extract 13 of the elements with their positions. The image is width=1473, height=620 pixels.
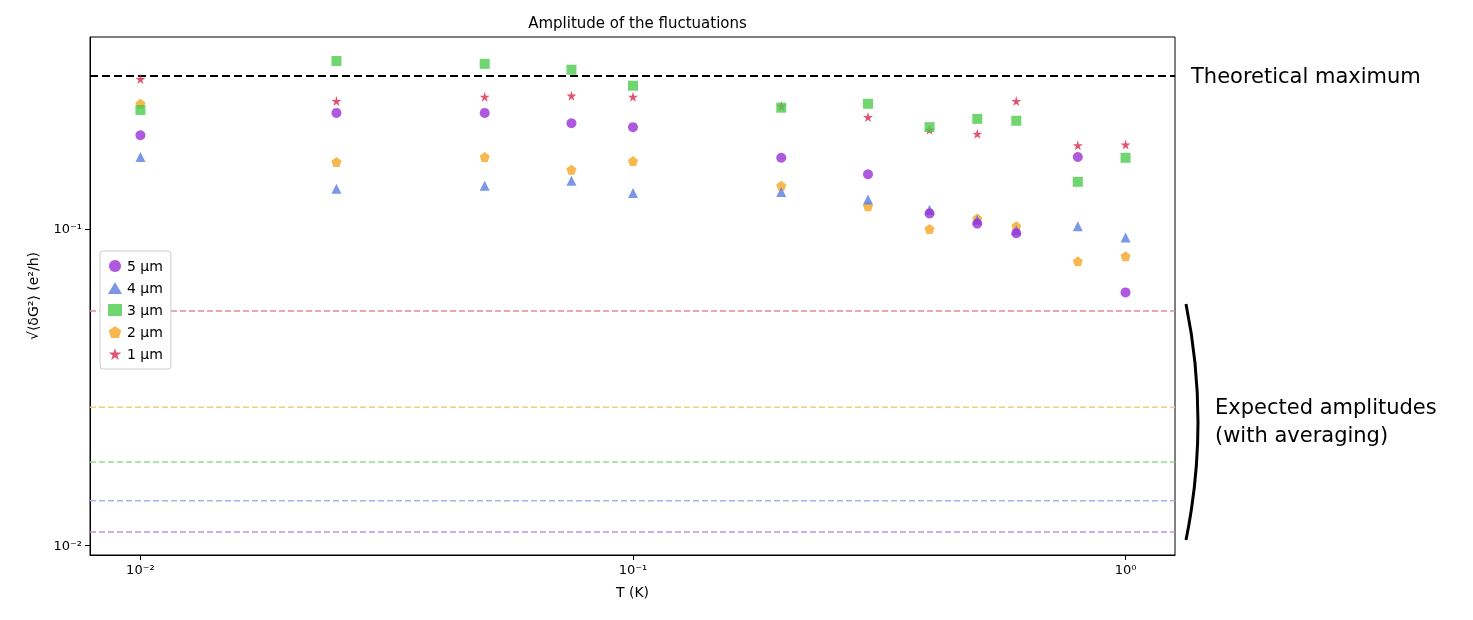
x-tick-label: 10⁻² <box>126 562 155 577</box>
legend-label: 5 µm <box>127 258 163 274</box>
legend-label: 2 µm <box>127 324 163 340</box>
x-tick-label: 10⁰ <box>1114 562 1137 577</box>
ref-line-label: Theoretical maximum <box>1190 63 1421 88</box>
chart-title: Amplitude of the fluctuations <box>528 13 747 32</box>
x-tick-label: 10⁻¹ <box>618 562 648 577</box>
text: Expected amplitudes (with averaging) <box>1215 395 1444 447</box>
legend-label: 4 µm <box>127 280 163 296</box>
legend-label: 1 µm <box>127 346 163 362</box>
legend-label: 3 µm <box>127 302 163 318</box>
y-axis-title: √⟨δG²⟩ (e²/h) <box>25 251 41 341</box>
x-axis-title: T (K) <box>614 584 650 600</box>
